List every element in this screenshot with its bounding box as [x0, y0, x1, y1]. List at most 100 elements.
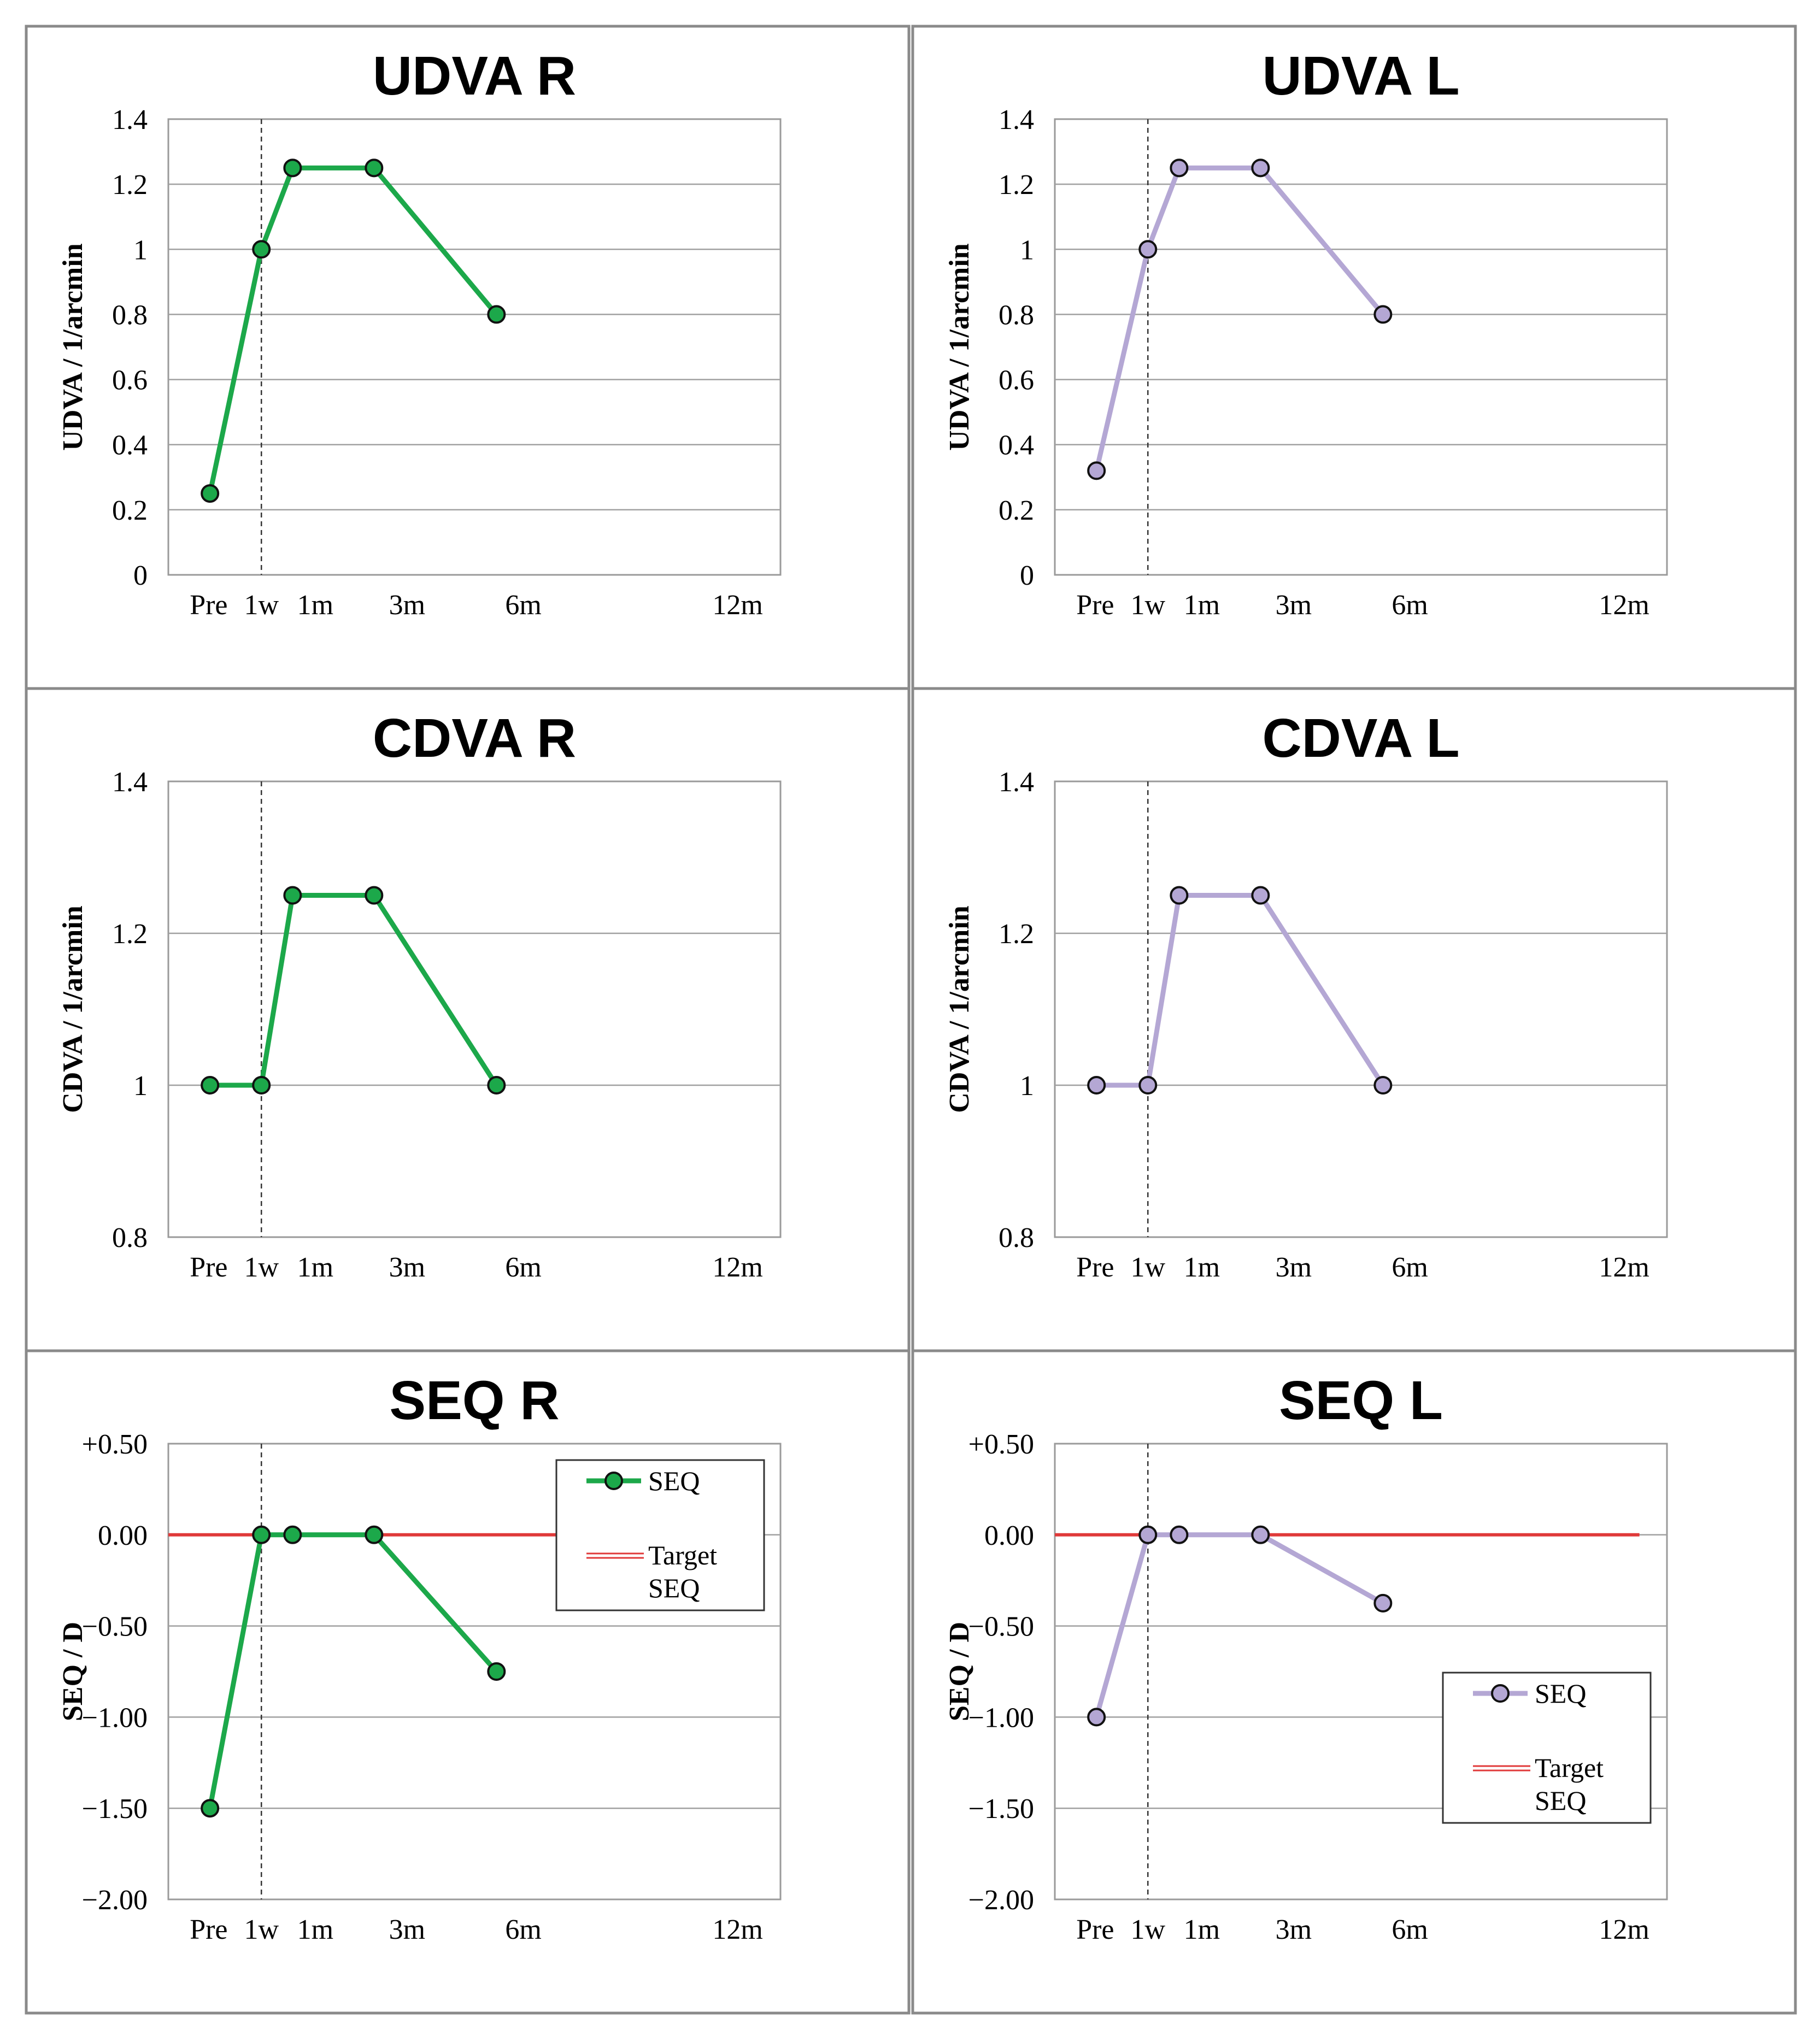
data-point — [201, 484, 220, 503]
y-tick-label: 0.2 — [999, 495, 1034, 526]
y-tick-label: 0.00 — [98, 1520, 148, 1551]
y-axis-title: CDVA / 1/arcmin — [57, 905, 89, 1113]
y-tick-label: 1.2 — [112, 169, 148, 201]
x-tick-label: 3m — [1276, 590, 1312, 621]
panel-border — [911, 25, 1797, 690]
y-tick-label: 1.2 — [999, 919, 1034, 950]
y-tick-label: 1 — [133, 1070, 148, 1102]
data-point — [1373, 1076, 1393, 1095]
y-tick-label: 1.4 — [112, 104, 148, 136]
data-point — [252, 1076, 271, 1095]
x-tick-label: 12m — [1599, 1914, 1649, 1945]
chart-title: SEQ L — [1279, 1370, 1443, 1431]
panel-border — [25, 1349, 911, 2015]
x-tick-label: 1m — [1184, 590, 1220, 621]
y-tick-label: −2.00 — [82, 1885, 148, 1916]
x-tick-label: 6m — [1392, 1252, 1428, 1283]
y-tick-label: 1.2 — [112, 919, 148, 950]
y-tick-label: +0.50 — [82, 1429, 148, 1460]
x-tick-label: 12m — [712, 1914, 762, 1945]
y-tick-label: 1.4 — [999, 767, 1034, 798]
y-tick-label: 0.2 — [112, 495, 148, 526]
plot-area — [1054, 118, 1668, 576]
x-tick-label: Pre — [190, 1252, 227, 1283]
y-tick-label: 1.4 — [999, 104, 1034, 136]
chart-panel-cdva-l: CDVA L 1.4 1.2 1 0.8 Pre 1w 1m 3m 6m 12m CDVA / 1/a… — [911, 687, 1797, 1352]
data-point — [283, 158, 302, 178]
chart-panel-seq-l: SEQ L +0.50 0.00 −0.50 −1.00 −1.50 −2.00 Pre 1w 1… — [911, 1349, 1797, 2015]
x-tick-label: 6m — [505, 1914, 541, 1945]
y-tick-label: 0 — [133, 560, 148, 591]
legend-series-marker — [1491, 1684, 1510, 1703]
y-tick-label: −1.50 — [968, 1793, 1034, 1825]
data-point — [252, 1525, 271, 1544]
data-point — [1251, 886, 1270, 905]
data-point — [201, 1076, 220, 1095]
x-tick-label: 1w — [244, 1252, 279, 1283]
data-point — [365, 1525, 384, 1544]
y-tick-label: 1.2 — [999, 169, 1034, 201]
legend-series-label: SEQ — [1535, 1678, 1586, 1709]
y-tick-label: −0.50 — [968, 1611, 1034, 1643]
x-tick-label: 6m — [1392, 590, 1428, 621]
x-tick-label: 3m — [389, 590, 425, 621]
y-tick-label: 0.8 — [112, 1222, 148, 1254]
data-point — [1138, 240, 1158, 259]
data-point — [1373, 1593, 1393, 1613]
x-tick-label: 12m — [712, 1252, 762, 1283]
y-tick-label: −1.50 — [82, 1793, 148, 1825]
x-tick-label: 1w — [1130, 590, 1165, 621]
plot-area — [167, 780, 782, 1238]
legend-series-marker — [604, 1472, 623, 1490]
x-tick-label: 3m — [389, 1252, 425, 1283]
x-tick-label: 1w — [244, 590, 279, 621]
x-tick-label: 1w — [244, 1914, 279, 1945]
x-tick-label: 6m — [505, 590, 541, 621]
y-tick-label: 0.4 — [112, 430, 148, 461]
y-tick-label: 0.00 — [984, 1520, 1034, 1551]
data-point — [1373, 305, 1393, 324]
data-point — [365, 886, 384, 905]
chart-title: UDVA L — [1262, 45, 1459, 107]
data-point — [1251, 1525, 1270, 1544]
y-tick-label: −1.00 — [968, 1702, 1034, 1733]
x-tick-label: Pre — [190, 1914, 227, 1945]
chart-panel-udva-r: UDVA R 1.4 1.2 1 0.8 0.6 0.4 0.2 0 Pre 1w 1m 3m 6m 12m… — [25, 25, 911, 690]
x-tick-label: 1m — [1184, 1914, 1220, 1945]
y-tick-label: 0.8 — [999, 1222, 1034, 1254]
panel-border — [911, 687, 1797, 1352]
x-tick-label: 3m — [1276, 1914, 1312, 1945]
data-point — [487, 1076, 506, 1095]
panel-border — [25, 687, 911, 1352]
y-tick-label: 1 — [1020, 1070, 1034, 1102]
x-tick-label: 6m — [505, 1252, 541, 1283]
x-tick-label: 1m — [297, 1252, 333, 1283]
chart-title: UDVA R — [373, 45, 576, 107]
legend-target-label: Target — [1535, 1752, 1604, 1783]
data-point — [283, 1525, 302, 1544]
data-point — [365, 158, 384, 178]
chart-title: CDVA R — [373, 708, 576, 769]
data-point — [1170, 158, 1189, 178]
chart-panel-cdva-r: CDVA R 1.4 1.2 1 0.8 Pre 1w 1m 3m 6m 12m CDVA / 1/a… — [25, 687, 911, 1352]
x-tick-label: 1w — [1130, 1252, 1165, 1283]
legend-series-label: SEQ — [648, 1466, 700, 1496]
y-tick-label: −0.50 — [82, 1611, 148, 1643]
data-point — [1087, 461, 1106, 480]
y-axis-title: CDVA / 1/arcmin — [944, 905, 975, 1113]
x-tick-label: 12m — [1599, 1252, 1649, 1283]
chart-title: CDVA L — [1262, 708, 1459, 769]
y-tick-label: 0 — [1020, 560, 1034, 591]
x-tick-label: Pre — [1076, 1252, 1114, 1283]
data-point — [201, 1799, 220, 1818]
y-tick-label: 0.6 — [112, 365, 148, 396]
chart-title: SEQ R — [389, 1370, 559, 1431]
y-tick-label: +0.50 — [968, 1429, 1034, 1460]
x-tick-label: 1m — [297, 590, 333, 621]
chart-panel-seq-r: SEQ R +0.50 0.00 −0.50 −1.00 −1.50 −2.00 Pre 1w 1… — [25, 1349, 911, 2015]
x-tick-label: 12m — [1599, 590, 1649, 621]
